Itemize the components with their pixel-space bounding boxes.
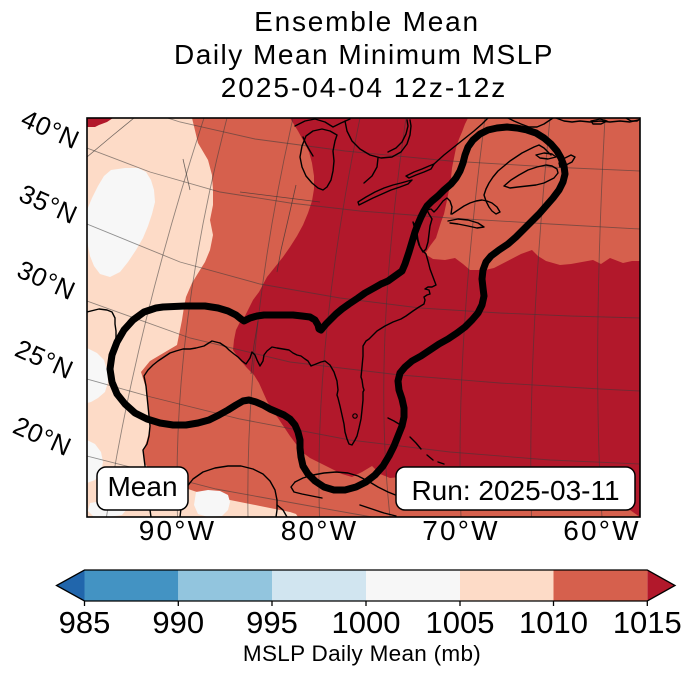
svg-text:2025-04-04 12z-12z: 2025-04-04 12z-12z: [221, 72, 508, 103]
svg-text:985: 985: [59, 605, 111, 640]
svg-text:80°W: 80°W: [281, 515, 359, 546]
svg-text:Mean: Mean: [107, 471, 177, 502]
svg-text:Run: 2025-03-11: Run: 2025-03-11: [411, 475, 619, 506]
svg-text:MSLP Daily Mean (mb): MSLP Daily Mean (mb): [243, 641, 481, 666]
svg-text:60°W: 60°W: [563, 515, 641, 546]
svg-text:90°W: 90°W: [139, 515, 217, 546]
svg-text:1015: 1015: [613, 605, 682, 640]
svg-text:1000: 1000: [332, 605, 401, 640]
svg-text:Daily Mean Minimum MSLP: Daily Mean Minimum MSLP: [174, 39, 554, 70]
svg-text:995: 995: [246, 605, 298, 640]
svg-text:990: 990: [152, 605, 204, 640]
svg-text:1005: 1005: [426, 605, 495, 640]
svg-text:Ensemble Mean: Ensemble Mean: [254, 6, 480, 37]
svg-text:70°W: 70°W: [422, 515, 500, 546]
svg-text:1010: 1010: [519, 605, 588, 640]
